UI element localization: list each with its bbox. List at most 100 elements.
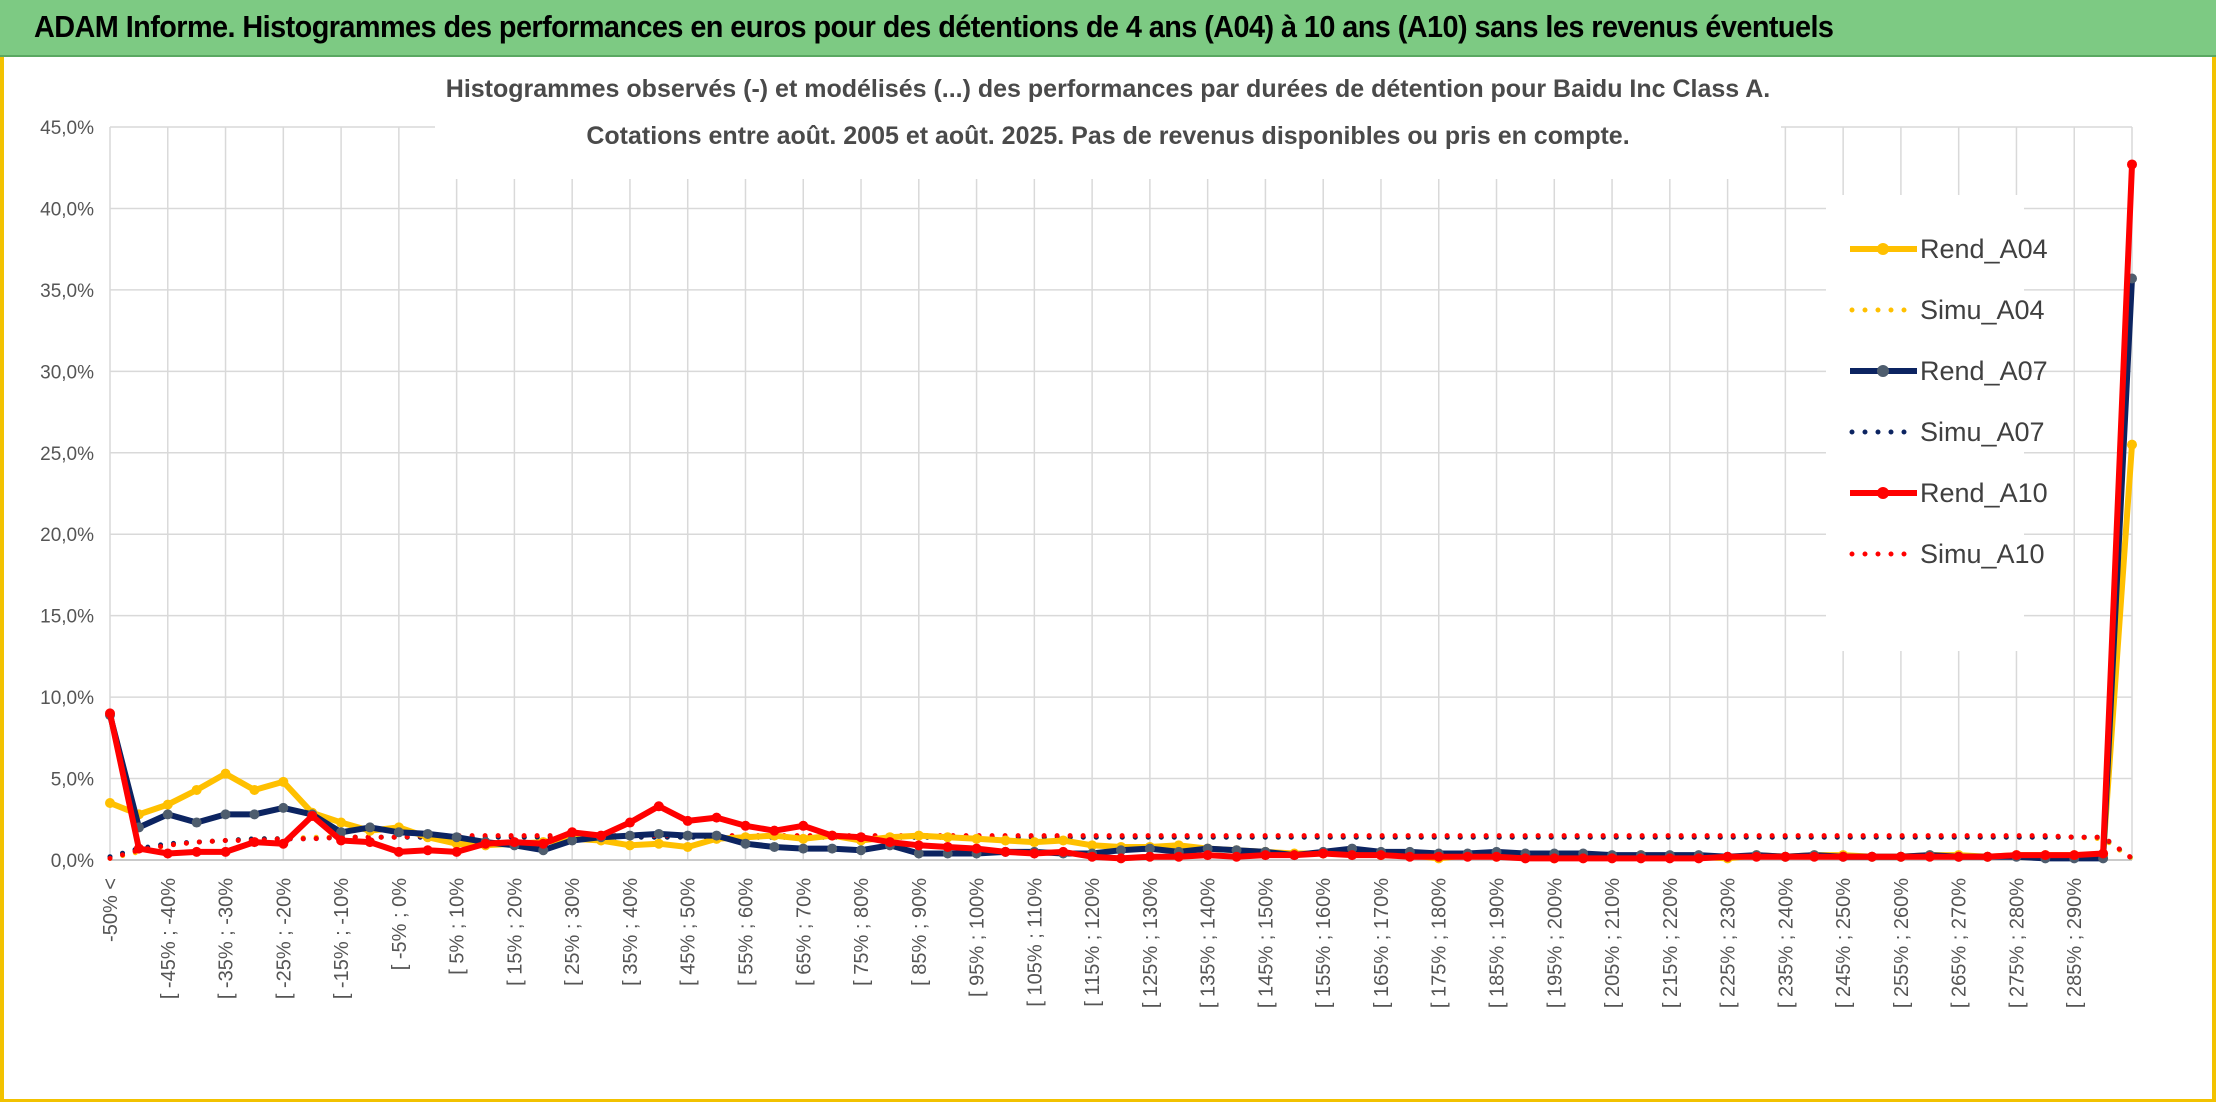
y-tick-label: 45,0%	[40, 118, 94, 139]
data-point-Rend_A10	[1087, 851, 1098, 862]
data-point-Rend_A10	[1173, 851, 1184, 862]
data-point-Rend_A04	[278, 776, 289, 787]
data-point-Rend_A04	[798, 833, 809, 844]
data-point-Rend_A07	[624, 830, 635, 841]
data-point-Rend_A10	[1260, 850, 1271, 861]
y-tick-label: 20,0%	[40, 525, 94, 546]
legend-marker	[1877, 243, 1889, 255]
data-point-Rend_A10	[884, 837, 895, 848]
data-point-Rend_A10	[827, 830, 838, 841]
data-point-Rend_A10	[1809, 851, 1820, 862]
data-point-Rend_A04	[105, 797, 115, 808]
legend-item-rend-a10[interactable]: Rend_A10	[1850, 478, 2048, 508]
legend-background	[1826, 195, 2024, 651]
data-point-Rend_A10	[105, 708, 115, 719]
data-point-Rend_A10	[856, 832, 867, 843]
data-point-Rend_A04	[191, 784, 202, 795]
x-tick-label: [ 95% ; 100%	[967, 878, 989, 997]
x-tick-label: [ -15% ; -10%	[331, 878, 353, 999]
legend-label: Rend_A04	[1920, 234, 2048, 264]
data-point-Rend_A07	[393, 827, 404, 838]
data-point-Rend_A10	[1664, 853, 1675, 864]
data-point-Rend_A10	[2011, 850, 2022, 861]
data-point-Rend_A10	[1635, 853, 1646, 864]
x-axis: -50% < [ -45% ; -40% [ -35% ; -30% [ -25% ;…	[100, 878, 2086, 1008]
legend-item-simu-a07[interactable]: Simu_A07	[1849, 417, 2045, 447]
data-point-Rend_A10	[1520, 853, 1531, 864]
data-point-Rend_A07	[422, 828, 433, 839]
data-point-Rend_A10	[624, 817, 635, 828]
data-point-Rend_A10	[422, 845, 433, 856]
y-tick-label: 30,0%	[40, 362, 94, 383]
y-tick-label: 15,0%	[40, 607, 94, 628]
data-point-Rend_A10	[480, 838, 491, 849]
legend[interactable]: Rend_A04 Simu_A04 Rend_A07 Simu_A07 Rend_A10…	[1826, 195, 2048, 651]
x-tick-label: [ 135% ; 140%	[1198, 878, 1220, 1008]
y-tick-label: 25,0%	[40, 444, 94, 465]
y-tick-label: 5,0%	[51, 770, 94, 791]
data-point-Rend_A10	[1000, 846, 1011, 857]
x-tick-label: -50% <	[100, 878, 122, 942]
data-point-Rend_A10	[1144, 851, 1155, 862]
header-title: ADAM Informe. Histogrammes des performan…	[34, 9, 1834, 44]
data-point-Rend_A07	[220, 809, 231, 820]
y-tick-label: 40,0%	[40, 199, 94, 220]
legend-label: Rend_A10	[1920, 478, 2048, 508]
x-tick-label: [ 85% ; 90%	[909, 878, 931, 986]
data-point-Rend_A10	[2098, 848, 2109, 859]
data-point-Rend_A04	[942, 832, 953, 843]
data-point-Rend_A10	[1953, 851, 1964, 862]
data-point-Rend_A10	[1029, 848, 1040, 859]
x-tick-label: [ 265% ; 270%	[1949, 878, 1971, 1008]
data-point-Rend_A10	[509, 837, 520, 848]
data-point-Rend_A07	[769, 841, 780, 852]
data-point-Rend_A07	[856, 845, 867, 856]
data-point-Rend_A07	[249, 809, 260, 820]
data-point-Rend_A10	[191, 846, 202, 857]
data-point-Rend_A10	[133, 843, 144, 854]
data-point-Rend_A04	[220, 768, 231, 779]
data-point-Rend_A10	[942, 841, 953, 852]
data-point-Rend_A10	[249, 837, 260, 848]
legend-item-simu-a04[interactable]: Simu_A04	[1849, 295, 2045, 325]
data-point-Rend_A10	[1462, 851, 1473, 862]
x-tick-label: [ 115% ; 120%	[1082, 878, 1104, 1007]
x-tick-label: [ 25% ; 30%	[562, 878, 584, 986]
chart-title-line: Cotations entre août. 2005 et août. 2025…	[586, 122, 1629, 150]
data-point-Rend_A07	[364, 822, 375, 833]
data-point-Rend_A10	[538, 838, 549, 849]
data-point-Rend_A07	[711, 830, 722, 841]
x-tick-label: [ -25% ; -20%	[273, 878, 295, 999]
data-point-Rend_A10	[1578, 853, 1589, 864]
x-tick-label: [ 285% ; 290%	[2064, 878, 2086, 1008]
data-point-Rend_A10	[307, 811, 318, 822]
y-tick-label: 0,0%	[51, 851, 94, 872]
data-point-Rend_A07	[1116, 845, 1126, 856]
data-point-Rend_A10	[220, 846, 231, 857]
x-tick-label: [ 15% ; 20%	[504, 878, 526, 986]
data-point-Rend_A07	[567, 835, 578, 846]
data-point-Rend_A07	[913, 848, 924, 859]
header-banner: ADAM Informe. Histogrammes des performan…	[0, 0, 2216, 57]
legend-item-rend-a07[interactable]: Rend_A07	[1850, 356, 2048, 386]
data-point-Rend_A04	[913, 830, 924, 841]
legend-item-rend-a04[interactable]: Rend_A04	[1850, 234, 2048, 264]
x-tick-label: [ 185% ; 190%	[1487, 878, 1509, 1008]
data-point-Rend_A10	[364, 837, 375, 848]
data-point-Rend_A04	[1087, 840, 1098, 851]
y-axis: 0,0% 5,0% 10,0% 15,0% 20,0% 25,0% 30,0% 35,0% 40…	[40, 118, 94, 872]
data-point-Rend_A07	[278, 802, 289, 813]
x-tick-label: [ 165% ; 170%	[1371, 878, 1393, 1008]
chart-title: Histogrammes observés (-) et modélisés (…	[435, 59, 1781, 179]
data-point-Rend_A10	[1375, 850, 1386, 861]
legend-item-simu-a10[interactable]: Simu_A10	[1849, 539, 2045, 569]
data-point-Rend_A10	[1751, 851, 1762, 862]
data-point-Rend_A04	[624, 840, 635, 851]
data-point-Rend_A10	[769, 825, 780, 836]
data-point-Rend_A04	[162, 799, 173, 810]
x-tick-label: [ -35% ; -30%	[216, 878, 238, 999]
data-point-Rend_A10	[1722, 851, 1733, 862]
data-point-Rend_A04	[249, 784, 260, 795]
data-point-Rend_A04	[971, 833, 982, 844]
